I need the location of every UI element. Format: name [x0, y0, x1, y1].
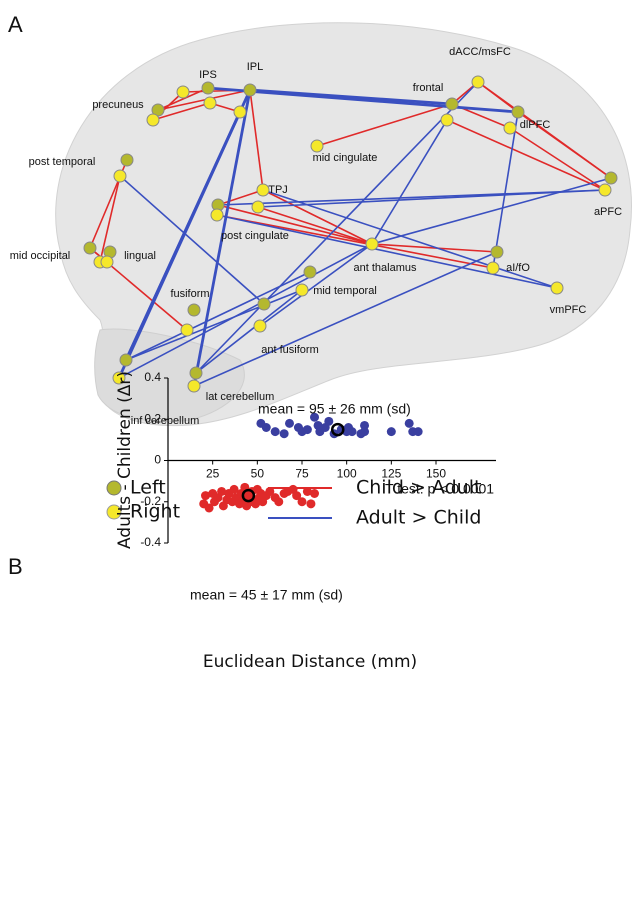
node-label: aPFC: [594, 206, 622, 218]
figure: IPS IPL precuneus frontal dACC/msFC dlPFC mid …: [0, 0, 641, 900]
x-tick-label: 25: [206, 467, 220, 481]
node-label: inf cerebellum: [131, 415, 199, 427]
node: [177, 86, 189, 98]
node-label: IPS: [199, 69, 217, 81]
y-axis-label: Adults - Children (Δr): [115, 371, 135, 549]
annotation: mean = 45 ± 17 mm (sd): [190, 587, 343, 603]
node: [551, 282, 563, 294]
y-tick-label: 0.4: [144, 370, 161, 384]
panel-label: B: [8, 554, 23, 579]
point: [324, 417, 333, 426]
node: [204, 97, 216, 109]
point: [414, 427, 423, 436]
node: [512, 106, 524, 118]
y-tick-label: -0.4: [140, 535, 161, 549]
node-label: ant thalamus: [354, 262, 417, 274]
node: [101, 256, 113, 268]
point: [271, 427, 280, 436]
node: [254, 320, 266, 332]
node: [211, 209, 223, 221]
node-label: ant fusiform: [261, 344, 318, 356]
point: [285, 419, 294, 428]
y-tick-label: 0.2: [144, 411, 161, 425]
node: [304, 266, 316, 278]
x-tick-label: 150: [426, 467, 446, 481]
node: [188, 380, 200, 392]
node-label: dlPFC: [520, 119, 551, 131]
node: [504, 122, 516, 134]
node-label: precuneus: [92, 99, 144, 111]
node-label: dACC/msFC: [449, 46, 511, 58]
node: [147, 114, 159, 126]
node: [188, 304, 200, 316]
node: [114, 170, 126, 182]
node-label: post cingulate: [221, 230, 289, 242]
node-label: aI/fO: [506, 262, 530, 274]
node-label: mid temporal: [313, 285, 377, 297]
node: [84, 242, 96, 254]
node: [311, 140, 323, 152]
panel-label: A: [8, 12, 23, 37]
point: [348, 427, 357, 436]
node: [257, 184, 269, 196]
node-label: lingual: [124, 250, 156, 262]
node-label: vmPFC: [550, 304, 587, 316]
x-tick-label: 50: [251, 467, 265, 481]
node: [252, 201, 264, 213]
node: [258, 298, 270, 310]
node: [202, 82, 214, 94]
node: [244, 84, 256, 96]
point: [405, 419, 414, 428]
node: [491, 246, 503, 258]
node: [605, 172, 617, 184]
y-tick-label: -0.2: [140, 494, 161, 508]
node-label: TPJ: [268, 184, 288, 196]
point: [274, 497, 283, 506]
point: [360, 427, 369, 436]
x-tick-label: 100: [337, 467, 357, 481]
node: [234, 106, 246, 118]
node-label: mid cingulate: [313, 152, 378, 164]
node: [599, 184, 611, 196]
x-axis-label: Euclidean Distance (mm): [203, 652, 417, 672]
node: [121, 154, 133, 166]
point: [387, 427, 396, 436]
node: [446, 98, 458, 110]
x-tick-label: 75: [295, 467, 309, 481]
node: [181, 324, 193, 336]
node: [472, 76, 484, 88]
node-label: mid occipital: [10, 250, 71, 262]
node-label: post temporal: [29, 156, 96, 168]
node-label: IPL: [247, 61, 264, 73]
node: [296, 284, 308, 296]
point: [310, 489, 319, 498]
y-tick-label: 0: [154, 453, 161, 467]
point: [262, 423, 271, 432]
node: [120, 354, 132, 366]
node-label: fusiform: [170, 288, 209, 300]
node: [441, 114, 453, 126]
legend-text: Adult > Child: [356, 507, 481, 529]
annotation: mean = 95 ± 26 mm (sd): [258, 401, 411, 417]
node: [366, 238, 378, 250]
node: [190, 367, 202, 379]
point: [306, 499, 315, 508]
point: [303, 425, 312, 434]
node-label: frontal: [413, 82, 444, 94]
point: [280, 429, 289, 438]
annotation: T test: p < 0.0001: [385, 481, 494, 497]
node: [487, 262, 499, 274]
point: [298, 497, 307, 506]
x-tick-label: 125: [381, 467, 401, 481]
